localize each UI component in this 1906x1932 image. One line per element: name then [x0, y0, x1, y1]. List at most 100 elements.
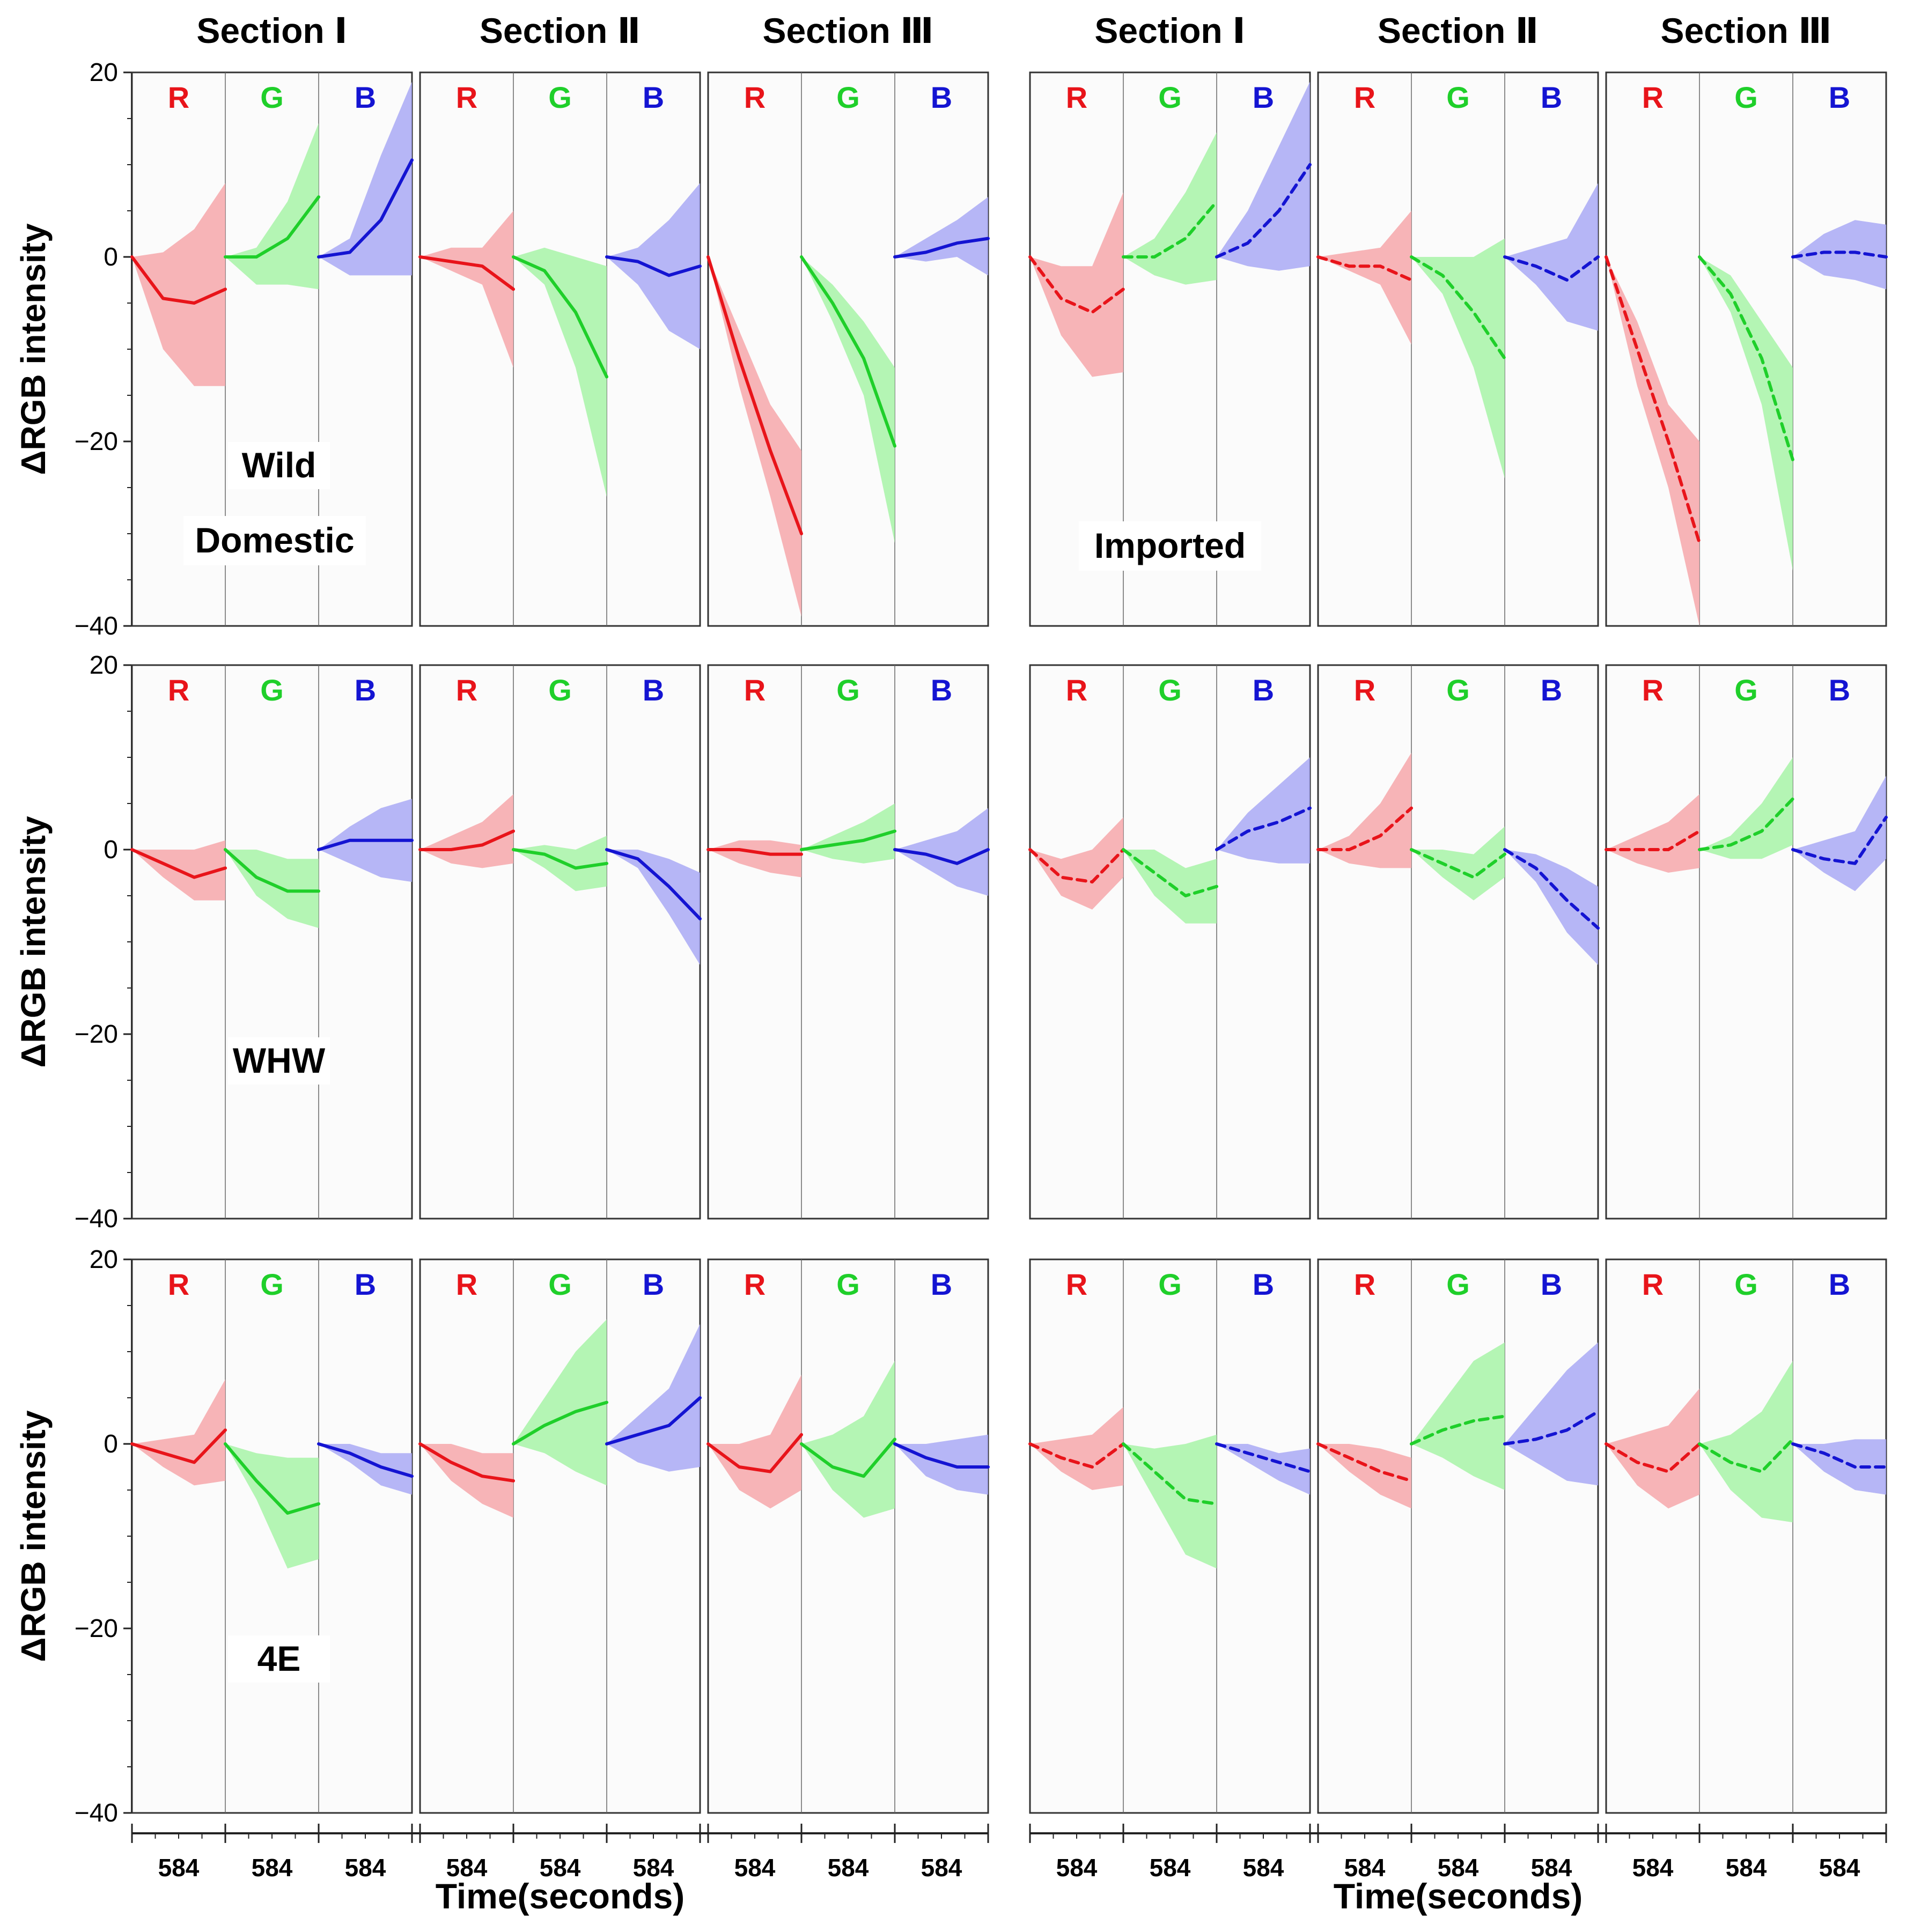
- confidence-band-g: [513, 1319, 607, 1486]
- confidence-band-b: [319, 82, 412, 276]
- x-tick-label: 584: [345, 1854, 386, 1882]
- row-label: WHW: [233, 1041, 326, 1080]
- mean-line-r: [1316, 1442, 1413, 1483]
- confidence-band-g: [1411, 1342, 1505, 1490]
- y-axis: 20 0 −20 −40 ΔRGB intensity: [14, 1245, 133, 1827]
- confidence-band-r: [1606, 257, 1699, 626]
- channel-label: G: [548, 1267, 572, 1301]
- x-tick-label: 584: [1344, 1854, 1386, 1882]
- mean-line-g: [512, 1400, 608, 1446]
- confidence-band-b: [895, 1434, 988, 1495]
- channel-label: G: [548, 673, 572, 707]
- confidence-band-r: [708, 1375, 801, 1509]
- channel-label: R: [1642, 80, 1664, 114]
- section-title: Section Ⅱ: [480, 11, 641, 50]
- x-tick-label: 584: [540, 1854, 581, 1882]
- channel-label: R: [1066, 1267, 1087, 1301]
- section-title: Section Ⅲ: [1660, 11, 1831, 50]
- channel-label: B: [1829, 673, 1850, 707]
- channel-label: G: [1158, 80, 1182, 114]
- y-axis: 20 0 −20 −40 ΔRGB intensity: [14, 651, 133, 1233]
- mean-line-b: [893, 237, 990, 259]
- y-tick-label: −20: [75, 1614, 118, 1643]
- panel-frame: [1029, 1258, 1311, 1814]
- mean-line-g: [800, 1437, 896, 1478]
- x-tick-label: 584: [1726, 1854, 1767, 1882]
- mean-line-b: [1791, 250, 1888, 259]
- confidence-band-g: [801, 1361, 895, 1518]
- confidence-band-g: [513, 836, 607, 891]
- mean-line-g: [1122, 200, 1218, 259]
- channel-label: G: [1734, 80, 1758, 114]
- y-tick-label: −20: [75, 1020, 118, 1049]
- mean-line-b: [1503, 1410, 1600, 1446]
- x-tick-label: 584: [1632, 1854, 1674, 1882]
- mean-line-r: [1028, 255, 1125, 314]
- panel-frame: [1029, 664, 1311, 1220]
- confidence-band-g: [225, 123, 319, 290]
- channel-label: B: [643, 673, 664, 707]
- mean-line-g: [1698, 1437, 1794, 1473]
- confidence-band-r: [1318, 211, 1411, 345]
- confidence-band-g: [1699, 757, 1793, 859]
- x-tick-label: 584: [1243, 1854, 1284, 1882]
- section-title: Section Ⅲ: [762, 11, 933, 50]
- channel-label: G: [836, 673, 860, 707]
- channel-label: B: [931, 673, 952, 707]
- x-tick-label: 584: [1438, 1854, 1479, 1882]
- mean-line-b: [317, 158, 414, 259]
- confidence-band-b: [1793, 776, 1886, 891]
- channel-label: B: [1253, 673, 1274, 707]
- channel-label: R: [168, 673, 189, 707]
- confidence-band-g: [801, 803, 895, 864]
- y-tick-label: 20: [90, 58, 118, 87]
- channel-label: R: [1642, 1267, 1664, 1301]
- mean-line-r: [1316, 806, 1413, 851]
- confidence-band-b: [1505, 850, 1598, 965]
- channel-label: G: [836, 80, 860, 114]
- confidence-band-r: [1030, 1407, 1123, 1490]
- panel-frame: [1317, 71, 1599, 627]
- channel-label: B: [643, 80, 664, 114]
- x-tick-label: 584: [1819, 1854, 1860, 1882]
- confidence-band-g: [513, 247, 607, 497]
- channel-label: R: [1354, 80, 1375, 114]
- mean-line-g: [1122, 1442, 1218, 1506]
- confidence-band-g: [1411, 827, 1505, 901]
- panel-frame: [419, 71, 701, 627]
- mean-line-g: [224, 848, 320, 893]
- section-title: Section Ⅰ: [1094, 11, 1245, 50]
- confidence-band-r: [1318, 753, 1411, 868]
- confidence-band-b: [1793, 1439, 1886, 1495]
- group-label-bg: [1079, 521, 1261, 571]
- confidence-band-r: [132, 183, 225, 386]
- mean-line-r: [707, 1433, 803, 1473]
- row-label-bg: [228, 1037, 330, 1085]
- y-tick-label: −40: [75, 612, 118, 640]
- mean-line-r: [1605, 829, 1701, 851]
- channel-label: B: [1541, 80, 1562, 114]
- x-tick-label: 584: [1056, 1854, 1098, 1882]
- x-axis-label: Time(seconds): [436, 1876, 685, 1916]
- mean-line-g: [1410, 848, 1506, 879]
- mean-line-b: [1215, 1442, 1312, 1473]
- y-tick-label: −40: [75, 1205, 118, 1233]
- channel-label: R: [456, 673, 477, 707]
- x-tick-label: 584: [734, 1854, 776, 1882]
- confidence-band-g: [1699, 257, 1793, 571]
- confidence-band-b: [1793, 220, 1886, 290]
- x-tick-label: 584: [446, 1854, 488, 1882]
- confidence-band-b: [1505, 183, 1598, 331]
- mean-line-b: [605, 848, 702, 920]
- confidence-band-g: [1699, 1361, 1793, 1523]
- channel-label: G: [260, 80, 284, 114]
